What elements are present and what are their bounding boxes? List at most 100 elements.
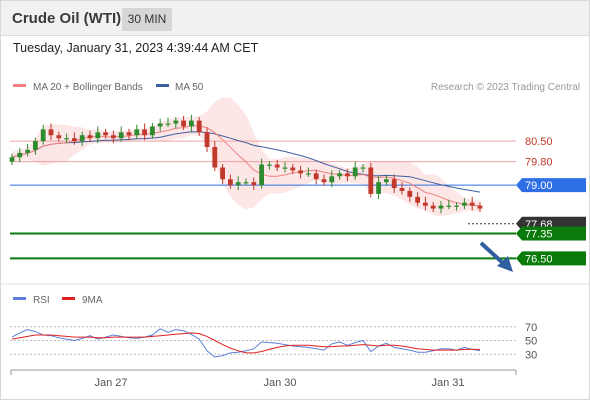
level-label-79.00: 79.00 <box>525 180 553 192</box>
candle-body <box>64 138 69 140</box>
ma50-legend-label: MA 50 <box>175 82 204 93</box>
rsi-legend-label: RSI <box>33 295 50 306</box>
candle-body <box>235 182 241 186</box>
candle-body <box>243 182 249 184</box>
candle-body <box>33 141 38 150</box>
candles-layer <box>9 114 483 214</box>
candle-body <box>25 149 30 153</box>
candle-body <box>274 164 280 168</box>
candle-body <box>48 129 54 136</box>
candle-body <box>469 202 475 206</box>
x-tick-label: Jan 31 <box>431 377 464 389</box>
candle-body <box>438 205 444 209</box>
ma20-legend-swatch <box>13 84 26 87</box>
candle-body <box>259 164 264 186</box>
x-tick-label: Jan 27 <box>94 377 127 389</box>
candle-body <box>360 167 366 169</box>
candle-body <box>337 173 342 177</box>
candle-body <box>181 120 186 127</box>
candle-body <box>157 123 163 127</box>
candle-body <box>407 190 413 197</box>
candle-body <box>212 146 218 168</box>
candle-body <box>150 126 155 136</box>
candle-body <box>134 129 140 136</box>
level-label-77.35: 77.35 <box>525 228 553 240</box>
candle-body <box>446 205 452 207</box>
candle-body <box>95 132 101 139</box>
candle-body <box>204 132 210 147</box>
candle-body <box>329 176 335 183</box>
candle-body <box>189 120 194 127</box>
level-label-80.50: 80.50 <box>525 136 553 148</box>
candle-body <box>423 202 428 206</box>
level-tag-79.00 <box>516 178 586 193</box>
candle-body <box>384 179 389 183</box>
candle-body <box>399 188 405 191</box>
credit-label: Research © 2023 Trading Central <box>431 82 580 93</box>
candle-body <box>79 135 85 142</box>
candle-body <box>72 138 77 142</box>
level-tag-76.50 <box>516 251 586 266</box>
candle-body <box>165 123 171 125</box>
level-label-79.80: 79.80 <box>525 157 553 169</box>
timeframe-badge[interactable]: 30 MIN <box>122 8 172 31</box>
rsi-ma-legend-label: 9MA <box>82 295 103 306</box>
candle-body <box>267 164 272 166</box>
timestamp: Tuesday, January 31, 2023 4:39:44 AM CET <box>13 41 259 55</box>
candle-body <box>282 167 288 169</box>
candle-body <box>298 170 303 174</box>
candle-body <box>313 173 319 180</box>
levels-layer <box>10 140 516 260</box>
candle-body <box>352 167 358 177</box>
candle-body <box>126 132 132 136</box>
candle-body <box>196 120 202 133</box>
candle-body <box>103 132 108 136</box>
candle-body <box>321 179 327 183</box>
candle-body <box>118 132 124 139</box>
candle-body <box>40 129 46 142</box>
candle-body <box>391 179 397 189</box>
candle-body <box>220 167 225 180</box>
bollinger-band-layer <box>12 97 480 217</box>
rsi-tick-50: 50 <box>525 336 537 348</box>
candle-body <box>477 205 483 209</box>
candle-body <box>56 135 62 139</box>
candle-body <box>87 135 93 139</box>
candle-body <box>376 182 381 194</box>
candle-body <box>173 120 179 124</box>
rsi-lines <box>11 328 481 358</box>
rsi-ma-line <box>11 332 480 354</box>
candle-body <box>415 196 420 203</box>
candle-body <box>251 182 257 186</box>
candle-body <box>142 129 147 136</box>
projection-arrow <box>479 241 513 272</box>
x-tick-label: Jan 30 <box>263 377 296 389</box>
rsi-tick-30: 30 <box>525 349 537 361</box>
rsi-tick-70: 70 <box>525 322 537 334</box>
candle-body <box>306 173 311 175</box>
candle-body <box>454 205 459 207</box>
candle-body <box>430 205 436 209</box>
rsi-legend-swatch <box>13 297 26 300</box>
rsi-line <box>11 328 481 358</box>
rsi-ma-legend-swatch <box>62 297 75 300</box>
candle-body <box>17 152 23 158</box>
header-bar: Crude Oil (WTI) 30 MIN <box>1 1 589 36</box>
candle-body <box>290 167 296 171</box>
candle-body <box>345 173 350 177</box>
candle-body <box>462 202 467 206</box>
bollinger-band <box>12 97 480 217</box>
candle-body <box>9 157 15 162</box>
ma50-legend-swatch <box>156 84 169 87</box>
candle-body <box>111 135 116 139</box>
level-label-76.50: 76.50 <box>525 253 553 265</box>
level-tag-77.35 <box>516 226 586 241</box>
candle-body <box>368 167 374 194</box>
instrument-title: Crude Oil (WTI) <box>12 10 122 27</box>
x-axis: Jan 27 Jan 30 Jan 31 <box>10 369 517 389</box>
candle-body <box>228 179 233 186</box>
ma20-legend-label: MA 20 + Bollinger Bands <box>33 82 143 93</box>
